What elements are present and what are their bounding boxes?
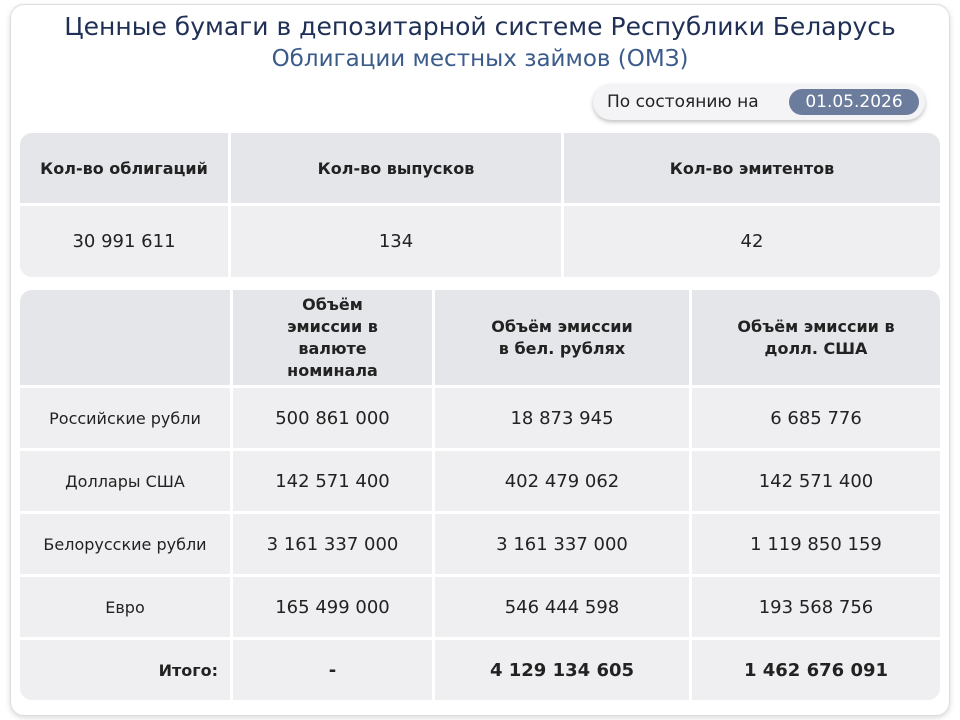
row-label: Белорусские рубли <box>20 514 230 574</box>
value-cell: 193 568 756 <box>692 577 940 637</box>
total-value: 4 129 134 605 <box>435 640 689 700</box>
summary-table: Кол-во облигаций Кол-во выпусков Кол-во эм… <box>20 133 940 277</box>
value-cell: 1 119 850 159 <box>692 514 940 574</box>
as-of-date: 01.05.2026 <box>789 89 919 115</box>
as-of-label: По состоянию на <box>607 92 759 112</box>
column-header: Объём эмиссии в бел. рублях <box>435 290 689 385</box>
value-cell: 18 873 945 <box>435 388 689 448</box>
row-label: Российские рубли <box>20 388 230 448</box>
summary-value: 30 991 611 <box>20 206 228 277</box>
value-cell: 165 499 000 <box>233 577 432 637</box>
total-label: Итого: <box>20 640 230 700</box>
as-of-pill: По состоянию на 01.05.2026 <box>593 84 925 120</box>
value-cell: 142 571 400 <box>233 451 432 511</box>
column-header: Кол-во выпусков <box>231 133 561 203</box>
summary-value: 42 <box>564 206 940 277</box>
value-cell: 6 685 776 <box>692 388 940 448</box>
value-cell: 546 444 598 <box>435 577 689 637</box>
column-header: Объём эмиссии в долл. США <box>692 290 940 385</box>
column-header: Кол-во эмитентов <box>564 133 940 203</box>
value-cell: 3 161 337 000 <box>435 514 689 574</box>
row-label: Евро <box>20 577 230 637</box>
total-value: 1 462 676 091 <box>692 640 940 700</box>
emissions-table: Объём эмиссии в валюте номинала Объём эми… <box>20 290 940 700</box>
corner-cell <box>20 290 230 385</box>
column-header: Объём эмиссии в валюте номинала <box>233 290 432 385</box>
title: Ценные бумаги в депозитарной системе Рес… <box>64 12 896 41</box>
value-cell: 500 861 000 <box>233 388 432 448</box>
subtitle: Облигации местных займов (ОМЗ) <box>271 46 689 72</box>
column-header: Кол-во облигаций <box>20 133 228 203</box>
value-cell: 402 479 062 <box>435 451 689 511</box>
summary-value: 134 <box>231 206 561 277</box>
total-value: - <box>233 640 432 700</box>
value-cell: 3 161 337 000 <box>233 514 432 574</box>
value-cell: 142 571 400 <box>692 451 940 511</box>
row-label: Доллары США <box>20 451 230 511</box>
